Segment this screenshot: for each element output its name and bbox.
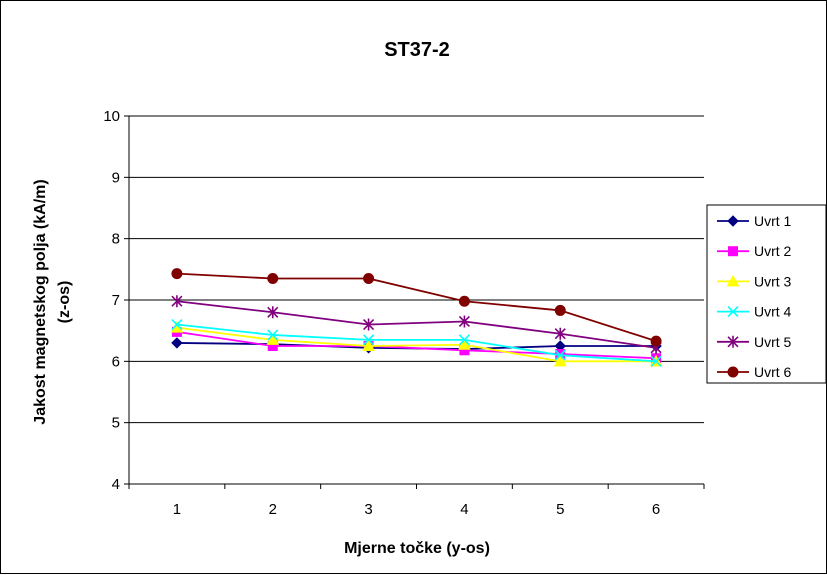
data-point	[363, 318, 375, 331]
data-point	[267, 273, 279, 285]
legend-item: Uvrt 5	[717, 334, 792, 350]
x-tick-label: 3	[364, 501, 372, 518]
y-tick-label: 4	[112, 476, 120, 493]
data-point	[266, 333, 280, 345]
x-axis-label: Mjerne točke (y-os)	[344, 540, 490, 557]
data-point	[362, 339, 375, 351]
legend-label: Uvrt 6	[754, 364, 792, 380]
series-line	[176, 272, 657, 342]
data-point	[458, 315, 470, 328]
series-uvrt-6	[171, 268, 662, 347]
data-point	[727, 215, 739, 227]
x-tick-label: 1	[173, 501, 181, 518]
y-axis-label-unit: (z-os)	[56, 281, 73, 324]
data-point	[458, 295, 470, 307]
data-point	[267, 329, 279, 341]
y-tick-label: 10	[103, 108, 120, 125]
series-line	[176, 323, 657, 363]
legend-label: Uvrt 3	[754, 273, 792, 289]
y-tick-label: 5	[112, 415, 120, 432]
legend-item: Uvrt 4	[717, 304, 792, 320]
data-point	[458, 334, 470, 346]
data-point	[554, 349, 566, 361]
legend-label: Uvrt 5	[754, 334, 792, 350]
data-point	[267, 306, 279, 319]
legend-label: Uvrt 2	[754, 243, 792, 259]
data-point	[458, 338, 471, 350]
series-line	[176, 331, 657, 360]
data-point	[727, 306, 739, 318]
data-point	[171, 268, 183, 280]
x-tick-label: 2	[269, 501, 277, 518]
y-tick-label: 8	[112, 231, 120, 248]
legend-item: Uvrt 2	[717, 243, 792, 259]
legend-item: Uvrt 6	[717, 364, 792, 380]
legend-box	[706, 204, 827, 384]
series-line	[176, 300, 657, 349]
data-point	[363, 273, 375, 285]
x-tick-label: 6	[652, 501, 660, 518]
data-point	[727, 366, 739, 378]
data-point	[726, 274, 740, 287]
legend-item: Uvrt 3	[717, 273, 792, 289]
data-point	[554, 304, 566, 316]
series-line	[176, 326, 657, 363]
data-point	[728, 246, 738, 257]
y-tick-label: 9	[112, 169, 120, 186]
legend-label: Uvrt 1	[754, 213, 792, 229]
x-tick-label: 5	[556, 501, 564, 518]
data-point	[553, 354, 567, 367]
data-point	[650, 335, 662, 347]
data-point	[171, 337, 183, 349]
chart-title: ST37-2	[384, 39, 450, 61]
data-point	[650, 355, 662, 367]
legend-label: Uvrt 4	[754, 304, 792, 320]
data-point	[554, 327, 566, 340]
y-axis-label: Jakost magnetskog polja (kA/m)	[32, 179, 49, 424]
data-point	[171, 318, 183, 331]
y-tick-label: 6	[112, 353, 120, 370]
data-point	[171, 295, 183, 308]
x-tick-label: 4	[460, 501, 468, 518]
series-uvrt-4	[171, 318, 662, 367]
data-point	[363, 334, 375, 346]
series-uvrt-3	[170, 321, 663, 367]
data-point	[727, 335, 739, 348]
legend-item: Uvrt 1	[717, 213, 792, 229]
y-tick-label: 7	[112, 292, 120, 309]
